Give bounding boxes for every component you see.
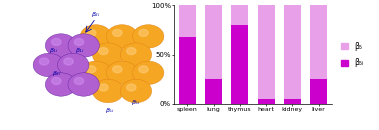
Circle shape (120, 79, 152, 103)
Circle shape (92, 43, 124, 66)
Circle shape (86, 66, 96, 73)
Circle shape (133, 61, 164, 84)
Circle shape (74, 77, 84, 84)
Circle shape (45, 34, 77, 57)
Circle shape (68, 73, 99, 96)
Circle shape (80, 61, 111, 84)
Bar (231, 25, 248, 104)
Text: $\beta_{5i}$: $\beta_{5i}$ (131, 98, 141, 107)
Text: $\beta_{2i}$: $\beta_{2i}$ (52, 69, 62, 78)
Bar (258, 99, 275, 104)
Circle shape (80, 25, 111, 48)
Bar (205, 79, 222, 104)
Circle shape (39, 58, 49, 65)
Circle shape (139, 66, 148, 73)
Text: $\beta_{2i}$: $\beta_{2i}$ (91, 10, 100, 19)
Text: $\beta_{1i}$: $\beta_{1i}$ (75, 46, 85, 55)
Circle shape (127, 48, 136, 55)
Circle shape (113, 29, 122, 36)
Circle shape (106, 61, 138, 84)
Bar (310, 79, 327, 104)
Circle shape (58, 53, 89, 77)
Circle shape (99, 84, 108, 91)
Bar (231, 5, 248, 25)
Bar (284, 99, 301, 104)
Circle shape (120, 43, 152, 66)
Text: $\beta_{1i}$: $\beta_{1i}$ (49, 46, 59, 55)
Circle shape (133, 25, 164, 48)
Circle shape (45, 73, 77, 96)
Circle shape (86, 29, 96, 36)
Circle shape (33, 53, 64, 77)
Bar (310, 5, 327, 79)
Bar (179, 37, 196, 104)
Bar (258, 5, 275, 99)
Bar (205, 5, 222, 79)
Circle shape (74, 38, 84, 45)
Text: $\beta_{5i}$: $\beta_{5i}$ (105, 106, 114, 115)
Circle shape (99, 48, 108, 55)
Bar (179, 5, 196, 37)
Circle shape (64, 58, 73, 65)
Circle shape (106, 25, 138, 48)
Legend: β₅, β₅ᵢ: β₅, β₅ᵢ (340, 41, 364, 68)
Circle shape (52, 77, 61, 84)
Circle shape (92, 79, 124, 103)
Circle shape (52, 38, 61, 45)
Circle shape (139, 29, 148, 36)
Bar (284, 5, 301, 99)
Circle shape (113, 66, 122, 73)
Circle shape (127, 84, 136, 91)
Circle shape (68, 34, 99, 57)
